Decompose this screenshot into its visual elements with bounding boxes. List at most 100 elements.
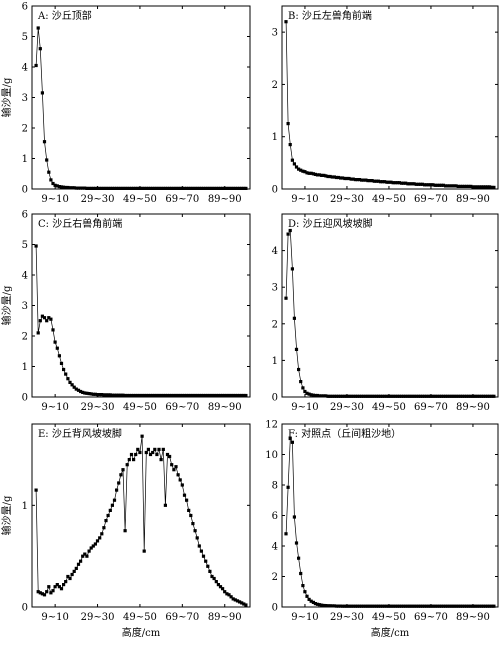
- data-point: [420, 182, 425, 186]
- data-point: [479, 394, 483, 398]
- data-point: [108, 393, 112, 397]
- data-point: [208, 186, 212, 190]
- data-point: [402, 604, 406, 608]
- data-point: [85, 186, 89, 190]
- data-point: [418, 394, 423, 398]
- data-point: [339, 394, 343, 398]
- panel-b: 9~10 29~30 49~50 69~70 89~90 0 1 2 3 B: 沙丘左兽角前端: [272, 5, 499, 205]
- data-point: [334, 604, 338, 608]
- data-point: [374, 179, 378, 183]
- data-point: [437, 394, 441, 398]
- data-point: [34, 244, 38, 248]
- data-point: [326, 604, 330, 608]
- data-point: [174, 393, 178, 398]
- data-point: [355, 604, 359, 608]
- data-point: [366, 394, 370, 398]
- data-point: [204, 559, 208, 563]
- data-point: [353, 178, 357, 182]
- data-point: [326, 394, 330, 398]
- data-point: [399, 181, 404, 185]
- data-point: [225, 186, 229, 190]
- data-point: [95, 539, 100, 543]
- data-point: [240, 393, 244, 398]
- data-point: [406, 182, 410, 186]
- y-tick-label: 2: [22, 124, 28, 135]
- data-point: [40, 592, 44, 596]
- data-point: [153, 447, 157, 451]
- data-point: [309, 599, 313, 603]
- data-point: [210, 574, 214, 579]
- data-point: [492, 185, 496, 189]
- data-point: [347, 604, 351, 608]
- data-point: [132, 186, 136, 190]
- y-tick-label: 2: [272, 319, 278, 330]
- x-tick-label: 29~30: [81, 402, 115, 413]
- panel-title: C: 沙丘右兽角前端: [38, 217, 122, 230]
- data-point: [34, 488, 38, 492]
- data-point: [119, 473, 123, 477]
- data-point: [467, 604, 471, 608]
- data-point: [433, 604, 437, 608]
- data-point: [72, 186, 76, 190]
- data-point: [303, 389, 307, 394]
- data-point: [74, 566, 78, 570]
- data-point: [408, 182, 412, 186]
- data-point: [423, 604, 427, 608]
- data-point: [465, 604, 469, 608]
- data-point: [244, 603, 248, 607]
- y-tick-label: 4: [272, 542, 278, 553]
- data-point: [98, 536, 102, 540]
- data-point: [347, 394, 351, 398]
- data-point: [423, 183, 427, 187]
- data-point: [334, 394, 338, 398]
- data-point: [431, 604, 435, 608]
- data-point: [431, 394, 435, 398]
- data-point: [214, 186, 218, 190]
- data-point: [195, 536, 199, 540]
- data-point: [458, 394, 462, 398]
- data-point: [383, 604, 387, 608]
- data-point: [387, 394, 391, 398]
- data-point: [57, 585, 61, 589]
- x-tick-label: 29~30: [81, 194, 115, 205]
- data-point: [157, 186, 161, 190]
- data-point: [223, 186, 227, 190]
- y-tick-label: 3: [22, 301, 28, 312]
- data-point: [76, 562, 81, 566]
- data-point: [441, 183, 446, 187]
- data-point: [290, 158, 294, 162]
- data-point: [62, 185, 66, 189]
- data-point: [189, 186, 193, 190]
- series-line: [35, 27, 246, 189]
- data-point: [102, 186, 106, 190]
- data-point: [81, 186, 85, 190]
- data-point: [182, 493, 187, 497]
- data-point: [343, 604, 347, 608]
- data-point: [165, 186, 170, 190]
- data-point: [214, 393, 218, 398]
- data-point: [336, 604, 341, 608]
- data-point: [483, 604, 488, 608]
- data-point: [176, 393, 180, 398]
- data-point: [397, 181, 401, 185]
- data-point: [385, 394, 389, 398]
- data-point: [416, 182, 420, 186]
- data-point: [132, 393, 136, 398]
- data-point: [404, 604, 408, 608]
- data-point: [341, 394, 345, 398]
- data-point: [477, 604, 481, 608]
- data-point: [123, 393, 127, 398]
- y-tick-label: 1: [22, 362, 28, 373]
- data-point: [376, 179, 380, 183]
- data-point: [410, 394, 414, 398]
- x-tick-label: 89~90: [456, 612, 490, 623]
- data-point: [40, 91, 44, 95]
- data-point: [195, 186, 199, 190]
- data-point: [473, 185, 477, 189]
- data-point: [475, 394, 479, 398]
- data-point: [397, 604, 401, 608]
- data-point: [79, 389, 83, 394]
- data-point: [36, 26, 40, 30]
- data-point: [370, 604, 374, 608]
- data-point: [364, 178, 368, 182]
